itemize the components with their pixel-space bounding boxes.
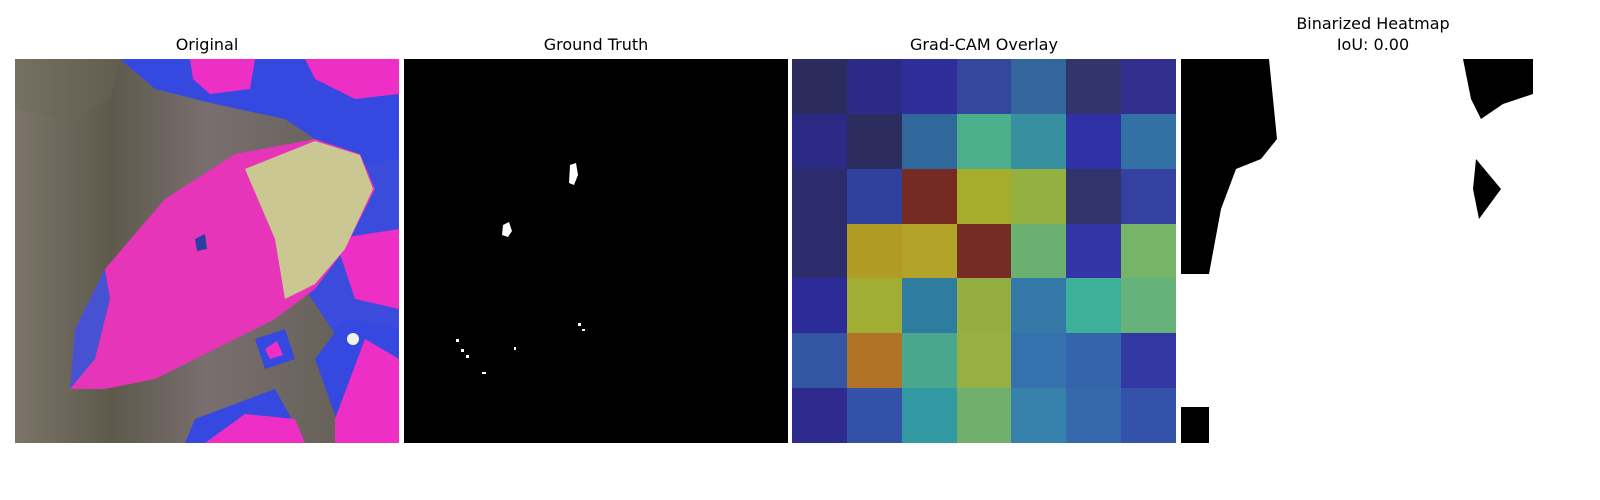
gradcam-cell [1121, 388, 1176, 443]
ground-truth-mask [404, 59, 788, 443]
gradcam-overlay [792, 59, 1176, 443]
ground-truth-mask-picture [404, 59, 788, 443]
gradcam-cell [1011, 59, 1067, 114]
gradcam-cell [846, 333, 902, 389]
gradcam-cell [792, 388, 847, 443]
original-leaf-picture [15, 59, 399, 443]
gradcam-cell [1011, 333, 1067, 389]
gradcam-cell [1011, 388, 1067, 443]
gradcam-cell [1011, 168, 1067, 224]
gradcam-cell [792, 278, 847, 334]
gradcam-cell [1121, 113, 1176, 169]
binarized-heatmap [1181, 59, 1565, 443]
gradcam-cell [956, 113, 1012, 169]
gradcam-cell [901, 223, 957, 279]
original-image [15, 59, 399, 443]
gradcam-cell [846, 59, 902, 114]
gradcam-cell [792, 59, 847, 114]
binarized-title: Binarized Heatmap IoU: 0.00 [1181, 13, 1565, 55]
gradcam-cell [1011, 113, 1067, 169]
gradcam-cell [956, 168, 1012, 224]
original-title: Original [175, 35, 239, 54]
gradcam-cell [792, 333, 847, 389]
gradcam-cell [846, 168, 902, 224]
gradcam-cell [1011, 278, 1067, 334]
gradcam-cell [1066, 278, 1122, 334]
gradcam-cell [1011, 223, 1067, 279]
gradcam-cell [846, 278, 902, 334]
binarized-iou-label: IoU: 0.00 [1336, 35, 1410, 54]
gradcam-cell [846, 223, 902, 279]
gradcam-cell [901, 113, 957, 169]
binarized-title-line1: Binarized Heatmap [1296, 14, 1450, 33]
gradcam-cell [956, 333, 1012, 389]
gradcam-cell [901, 168, 957, 224]
gradcam-heatmap-grid [792, 59, 1176, 443]
gradcam-cell [846, 113, 902, 169]
gradcam-cell [1121, 59, 1176, 114]
gradcam-cell [1066, 333, 1122, 389]
gradcam-cell [1066, 223, 1122, 279]
gradcam-cell [901, 388, 957, 443]
gradcam-cell [792, 223, 847, 279]
gradcam-cell [1066, 388, 1122, 443]
gradcam-cell [956, 278, 1012, 334]
gradcam-cell [901, 59, 957, 114]
gradcam-cell [1066, 113, 1122, 169]
gradcam-cell [901, 333, 957, 389]
gradcam-cell [1066, 168, 1122, 224]
gradcam-cell [1066, 59, 1122, 114]
gradcam-cell [956, 59, 1012, 114]
gradcam-cell [792, 113, 847, 169]
gradcam-cell [1121, 168, 1176, 224]
gradcam-cell [792, 168, 847, 224]
gradcam-cell [956, 223, 1012, 279]
gradcam-cell [956, 388, 1012, 443]
gradcam-cell [1121, 223, 1176, 279]
ground-truth-title: Ground Truth [543, 35, 649, 54]
gradcam-cell [1121, 333, 1176, 389]
binarized-heatmap-picture [1181, 59, 1565, 443]
gradcam-cell [901, 278, 957, 334]
gradcam-cell [1121, 278, 1176, 334]
gradcam-cell [846, 388, 902, 443]
gradcam-title: Grad-CAM Overlay [910, 35, 1058, 54]
